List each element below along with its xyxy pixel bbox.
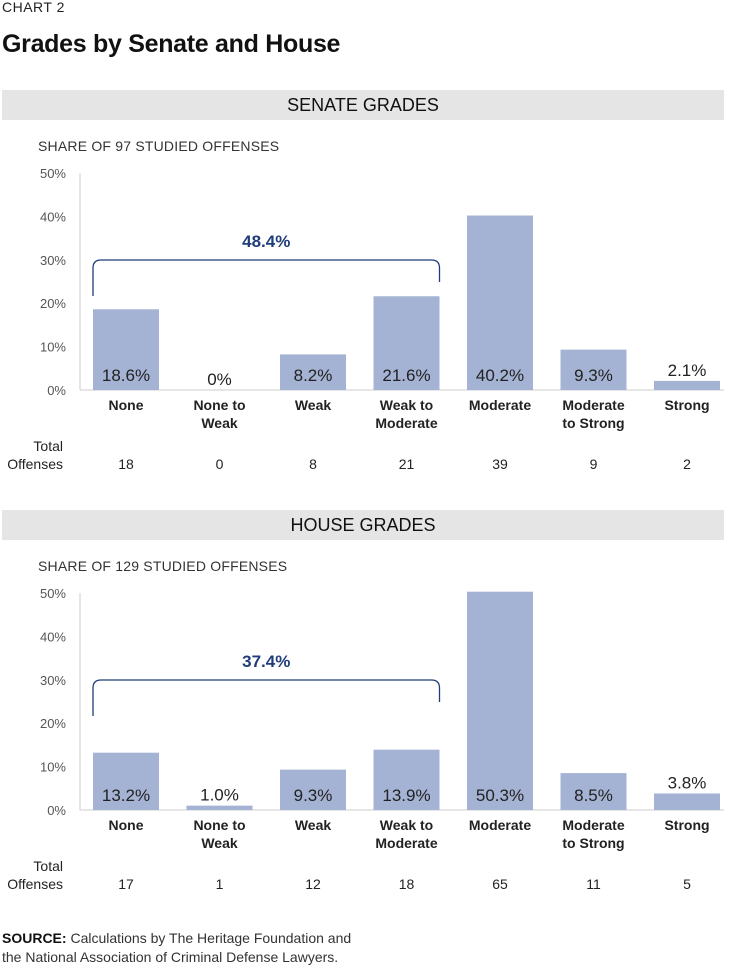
source-line-1: Calculations by The Heritage Foundation … bbox=[70, 930, 352, 946]
senate-category-label: Moderate bbox=[469, 397, 531, 413]
senate-ytick-label: 30% bbox=[40, 253, 66, 268]
house-value-label: 1.0% bbox=[200, 786, 239, 805]
chart-number: CHART 2 bbox=[2, 0, 65, 15]
house-ytick-label: 10% bbox=[40, 760, 66, 775]
house-grades-chart: 0% 10% 20% 30% 40% 50% 13.2% 1.0% 9.3% 13.9% 50.3%… bbox=[7, 586, 724, 892]
house-bar bbox=[467, 591, 533, 810]
senate-total-value: 8 bbox=[309, 456, 317, 472]
senate-category-label: to Strong bbox=[562, 415, 624, 431]
senate-grades-chart: 0% 10% 20% 30% 40% 50% 18.6% 0% 8.2% 21.6% 40.2% 9.… bbox=[7, 166, 724, 472]
senate-total-value: 2 bbox=[683, 456, 691, 472]
house-bar bbox=[560, 773, 627, 810]
senate-totals-label: Total bbox=[33, 438, 63, 454]
house-category-label: Weak bbox=[201, 835, 238, 851]
house-ytick-label: 0% bbox=[47, 803, 66, 818]
senate-value-label: 2.1% bbox=[668, 361, 707, 380]
senate-bar bbox=[560, 349, 627, 390]
senate-ytick-label: 20% bbox=[40, 296, 66, 311]
house-bracket bbox=[92, 679, 441, 716]
house-total-value: 1 bbox=[216, 876, 224, 892]
senate-total-value: 39 bbox=[492, 456, 508, 472]
house-total-value: 18 bbox=[399, 876, 415, 892]
senate-category-label: None to bbox=[193, 397, 245, 413]
house-value-label: 9.3% bbox=[294, 786, 333, 805]
house-bar bbox=[280, 769, 346, 810]
house-axis-subtitle: SHARE OF 129 STUDIED OFFENSES bbox=[38, 558, 288, 574]
senate-total-value: 18 bbox=[118, 456, 134, 472]
house-category-label: None to bbox=[193, 817, 245, 833]
page-title: Grades by Senate and House bbox=[2, 30, 341, 58]
senate-category-label: Weak bbox=[295, 397, 332, 413]
source-note: SOURCE: Calculations by The Heritage Fou… bbox=[2, 929, 351, 967]
senate-value-label: 9.3% bbox=[574, 366, 613, 385]
house-value-label: 50.3% bbox=[476, 786, 524, 805]
house-value-label: 3.8% bbox=[668, 774, 707, 793]
house-bar bbox=[93, 752, 159, 810]
senate-value-label: 8.2% bbox=[294, 366, 333, 385]
senate-value-label: 21.6% bbox=[382, 366, 430, 385]
senate-ytick-label: 0% bbox=[47, 383, 66, 398]
house-total-value: 65 bbox=[492, 876, 508, 892]
house-ytick-label: 20% bbox=[40, 716, 66, 731]
house-value-label: 13.2% bbox=[102, 786, 150, 805]
senate-bracket-label: 48.4% bbox=[242, 232, 290, 251]
senate-bar bbox=[373, 296, 440, 390]
house-bar bbox=[373, 749, 440, 810]
house-total-value: 17 bbox=[118, 876, 134, 892]
senate-total-value: 9 bbox=[590, 456, 598, 472]
senate-category-label: Moderate bbox=[562, 397, 624, 413]
house-category-label: Moderate bbox=[469, 817, 531, 833]
house-ytick-label: 30% bbox=[40, 673, 66, 688]
senate-ytick-label: 40% bbox=[40, 209, 66, 224]
house-total-value: 5 bbox=[683, 876, 691, 892]
senate-totals-label: Offenses bbox=[7, 456, 63, 472]
house-total-value: 11 bbox=[586, 876, 601, 892]
house-ytick-label: 50% bbox=[40, 586, 66, 601]
house-ytick-label: 40% bbox=[40, 629, 66, 644]
senate-category-label: None bbox=[109, 397, 144, 413]
senate-bar bbox=[654, 380, 720, 390]
house-bracket-label: 37.4% bbox=[242, 652, 290, 671]
senate-bar bbox=[280, 354, 346, 390]
senate-panel-header: SENATE GRADES bbox=[2, 90, 724, 120]
senate-axis-subtitle: SHARE OF 97 STUDIED OFFENSES bbox=[38, 138, 280, 154]
house-category-label: Moderate bbox=[375, 835, 437, 851]
house-bar bbox=[186, 805, 253, 810]
source-line-2: the National Association of Criminal Def… bbox=[2, 949, 339, 965]
senate-category-label: Moderate bbox=[375, 415, 437, 431]
senate-total-value: 21 bbox=[399, 456, 415, 472]
senate-value-label: 18.6% bbox=[102, 366, 150, 385]
house-category-label: Moderate bbox=[562, 817, 624, 833]
senate-bar bbox=[93, 309, 159, 390]
senate-category-label: Strong bbox=[664, 397, 709, 413]
senate-category-label: Weak bbox=[201, 415, 238, 431]
senate-ytick-label: 10% bbox=[40, 340, 66, 355]
senate-total-value: 0 bbox=[216, 456, 224, 472]
house-value-label: 13.9% bbox=[382, 786, 430, 805]
house-category-label: Weak bbox=[295, 817, 332, 833]
senate-bar bbox=[467, 215, 533, 390]
house-totals-label: Total bbox=[33, 858, 63, 874]
source-label: SOURCE: bbox=[2, 930, 67, 946]
house-value-label: 8.5% bbox=[574, 786, 613, 805]
house-category-label: Strong bbox=[664, 817, 709, 833]
house-category-label: Weak to bbox=[380, 817, 433, 833]
house-category-label: None bbox=[109, 817, 144, 833]
senate-ytick-label: 50% bbox=[40, 166, 66, 181]
senate-value-label: 0% bbox=[207, 370, 232, 389]
senate-bracket bbox=[92, 259, 441, 296]
house-totals-label: Offenses bbox=[7, 876, 63, 892]
house-category-label: to Strong bbox=[562, 835, 624, 851]
senate-value-label: 40.2% bbox=[476, 366, 524, 385]
house-bar bbox=[654, 793, 720, 810]
house-panel-header: HOUSE GRADES bbox=[2, 510, 724, 540]
senate-category-label: Weak to bbox=[380, 397, 433, 413]
house-total-value: 12 bbox=[305, 876, 321, 892]
